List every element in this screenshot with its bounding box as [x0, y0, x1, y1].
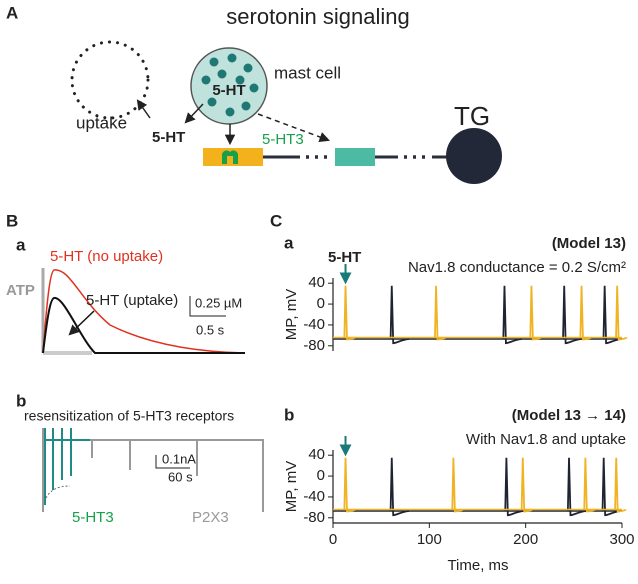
- scale-bar: [189, 296, 226, 317]
- y-tick-label: -80: [303, 337, 325, 354]
- panel-label: A: [6, 3, 18, 22]
- panel-label: B: [6, 211, 18, 230]
- y-tick-label: 40: [308, 446, 325, 463]
- spike: [529, 285, 542, 341]
- panel-b: B a 5-HT (no uptake) ATP 5-HT (uptake) 0…: [6, 211, 264, 526]
- spike: [343, 457, 357, 513]
- spike: [562, 285, 582, 345]
- uptake-vesicle: [70, 40, 150, 120]
- cell-label: 5-HT: [212, 82, 245, 99]
- arrow: [136, 99, 151, 119]
- x-tick-label: 300: [609, 531, 634, 548]
- x-axis-title: Time, ms: [447, 557, 508, 574]
- title: serotonin signaling: [226, 4, 409, 29]
- subpanel-label: a: [284, 233, 294, 252]
- y-tick-label: -40: [303, 488, 325, 505]
- model-label: (Model 13 → 14): [512, 407, 626, 424]
- spike: [434, 285, 447, 341]
- y-tick-label: -80: [303, 509, 325, 526]
- spike: [579, 285, 593, 341]
- subpanel-title: resensitization of 5-HT3 receptors: [24, 408, 234, 424]
- trace-label: 5-HT (no uptake): [50, 248, 163, 265]
- cell-name: mast cell: [274, 63, 341, 82]
- panel-c: C 5-HT Time, ms: [270, 211, 509, 573]
- panel-label: C: [270, 211, 282, 230]
- receptor: [222, 150, 238, 164]
- model-label: (Model 13): [552, 235, 626, 252]
- arrow: [257, 113, 330, 142]
- arrow: [184, 103, 204, 124]
- spike: [504, 457, 524, 517]
- trace-label: 5-HT (uptake): [86, 292, 178, 309]
- arrow: [68, 310, 95, 336]
- scale-label: 0.25 µM: [195, 295, 242, 310]
- caption: Nav1.8 conductance = 0.2 S/cm²: [408, 259, 626, 276]
- spike: [615, 285, 628, 341]
- spike: [520, 457, 534, 513]
- x-tick-label: 200: [513, 531, 538, 548]
- uptake-label: uptake: [76, 113, 127, 132]
- trace-label: 5-HT3: [72, 509, 114, 526]
- y-axis-title: MP, mV: [283, 461, 300, 512]
- subpanel-label: a: [16, 235, 26, 254]
- x-tick-label: 0: [329, 531, 337, 548]
- spike: [566, 457, 587, 517]
- y-tick-label: 40: [308, 274, 325, 291]
- caption: With Nav1.8 and uptake: [466, 431, 626, 448]
- scale-bar: [155, 455, 190, 469]
- receptor-label: 5-HT3: [262, 131, 304, 148]
- granules: [201, 53, 259, 117]
- ganglion-label: TG: [454, 101, 490, 131]
- spike: [614, 457, 627, 513]
- node: [335, 148, 375, 166]
- x-tick-label: 100: [417, 531, 442, 548]
- trace-label: P2X3: [192, 509, 229, 526]
- subpanel-label: b: [284, 405, 294, 424]
- y-tick-label: 0: [317, 295, 325, 312]
- spike: [389, 285, 410, 345]
- stimulus-label: 5-HT: [328, 249, 361, 266]
- scale-label: 60 s: [168, 469, 193, 484]
- y-tick-label: 0: [317, 467, 325, 484]
- spike: [583, 457, 596, 513]
- spike: [502, 285, 522, 345]
- panel-a: A serotonin signaling 5-HT mast cell upt…: [6, 3, 502, 184]
- scale-label: 0.5 s: [196, 322, 225, 337]
- spike: [451, 457, 464, 513]
- spike: [343, 285, 357, 341]
- uptake-trace: [42, 297, 245, 354]
- ganglion: [446, 128, 502, 184]
- currents: [42, 428, 264, 512]
- spike: [389, 457, 410, 517]
- y-tick-label: -40: [303, 316, 325, 333]
- atp-label: ATP: [6, 282, 35, 299]
- no-uptake-trace: [42, 269, 246, 354]
- subpanel-label: b: [16, 391, 26, 410]
- y-axis-title: MP, mV: [283, 289, 300, 340]
- scale-label: 0.1nA: [162, 451, 196, 466]
- released-label: 5-HT: [152, 129, 185, 146]
